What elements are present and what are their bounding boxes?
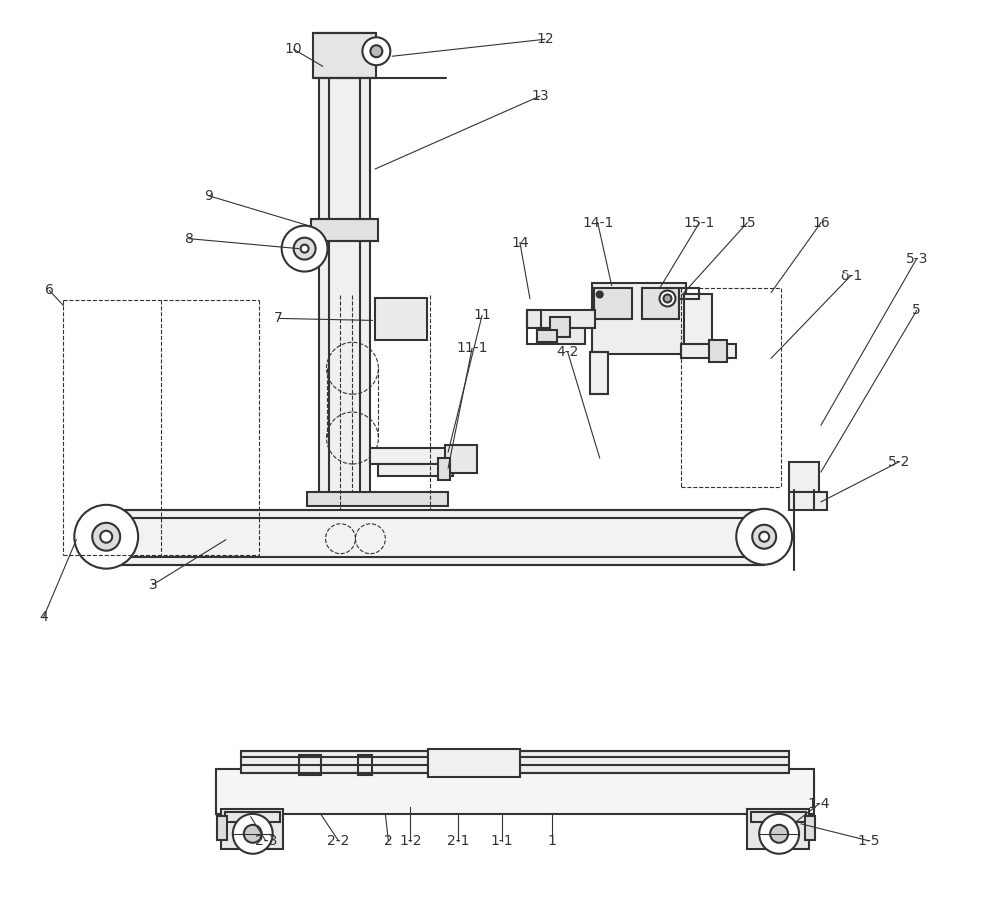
Text: 2-2: 2-2 [327, 833, 350, 848]
Text: 3: 3 [149, 577, 157, 592]
Bar [679, 288, 699, 299]
Circle shape [74, 505, 138, 568]
Text: 1-4: 1-4 [808, 796, 830, 811]
Bar [313, 33, 376, 78]
Text: 1-5: 1-5 [858, 833, 880, 848]
Bar [537, 328, 585, 345]
Text: 2-1: 2-1 [447, 833, 469, 848]
Text: 1: 1 [547, 833, 556, 848]
Bar [789, 492, 827, 510]
Bar [311, 218, 378, 241]
Text: 2-3: 2-3 [255, 833, 277, 848]
Text: 16: 16 [812, 216, 830, 230]
Circle shape [752, 525, 776, 548]
Text: δ-1: δ-1 [840, 269, 862, 282]
Circle shape [736, 509, 792, 565]
Circle shape [660, 290, 675, 307]
Circle shape [597, 291, 603, 298]
Circle shape [244, 824, 262, 842]
Text: 1-2: 1-2 [399, 833, 422, 848]
Bar [104, 510, 764, 565]
Bar [216, 769, 814, 814]
Circle shape [770, 824, 788, 842]
Text: 4-2: 4-2 [557, 345, 579, 359]
Bar [299, 755, 321, 775]
Bar [375, 299, 427, 340]
Text: 6: 6 [45, 283, 54, 298]
Bar [684, 294, 712, 346]
Text: 2: 2 [384, 833, 393, 848]
Bar [370, 448, 475, 464]
Text: 14: 14 [511, 235, 529, 250]
Text: 4: 4 [39, 611, 48, 624]
Bar [747, 809, 809, 849]
Circle shape [301, 244, 309, 253]
Bar [498, 753, 518, 775]
Text: 5-3: 5-3 [906, 252, 928, 265]
Bar [225, 812, 280, 822]
Bar [358, 755, 372, 775]
Bar [805, 816, 815, 840]
Text: 12: 12 [536, 32, 554, 46]
Bar [594, 288, 632, 319]
Bar [438, 458, 450, 480]
Circle shape [294, 237, 316, 260]
Bar [681, 345, 736, 358]
Bar [527, 310, 541, 345]
Circle shape [370, 45, 382, 57]
Bar [642, 288, 679, 319]
Bar [307, 492, 448, 506]
Bar [378, 464, 453, 476]
Text: 1-1: 1-1 [491, 833, 513, 848]
Text: 15-1: 15-1 [684, 216, 715, 230]
Text: 11: 11 [473, 308, 491, 322]
Circle shape [663, 294, 671, 302]
Bar [428, 753, 448, 775]
Bar [537, 330, 557, 343]
Circle shape [362, 37, 390, 65]
Bar [751, 812, 806, 822]
Bar [527, 310, 595, 328]
Bar [592, 282, 686, 354]
Text: 8: 8 [185, 232, 193, 245]
Bar [217, 816, 227, 840]
Text: 9: 9 [204, 189, 213, 203]
Text: 11-1: 11-1 [456, 341, 488, 355]
Bar [789, 462, 819, 492]
Bar [241, 751, 789, 773]
Text: 10: 10 [285, 42, 302, 56]
Bar [590, 353, 608, 394]
Circle shape [759, 814, 799, 854]
Circle shape [759, 532, 769, 542]
Bar [709, 340, 727, 363]
Bar [550, 318, 570, 337]
Bar [221, 809, 283, 849]
Text: 13: 13 [531, 89, 549, 103]
Bar [428, 749, 520, 777]
Circle shape [92, 523, 120, 551]
Circle shape [233, 814, 273, 854]
Bar [445, 445, 477, 473]
Text: 5: 5 [912, 303, 921, 318]
Circle shape [282, 226, 328, 272]
Text: 5-2: 5-2 [888, 455, 910, 469]
Bar [319, 33, 370, 502]
Text: 15: 15 [738, 216, 756, 230]
Text: 14-1: 14-1 [582, 216, 613, 230]
Circle shape [100, 530, 112, 543]
Text: 7: 7 [274, 311, 283, 326]
